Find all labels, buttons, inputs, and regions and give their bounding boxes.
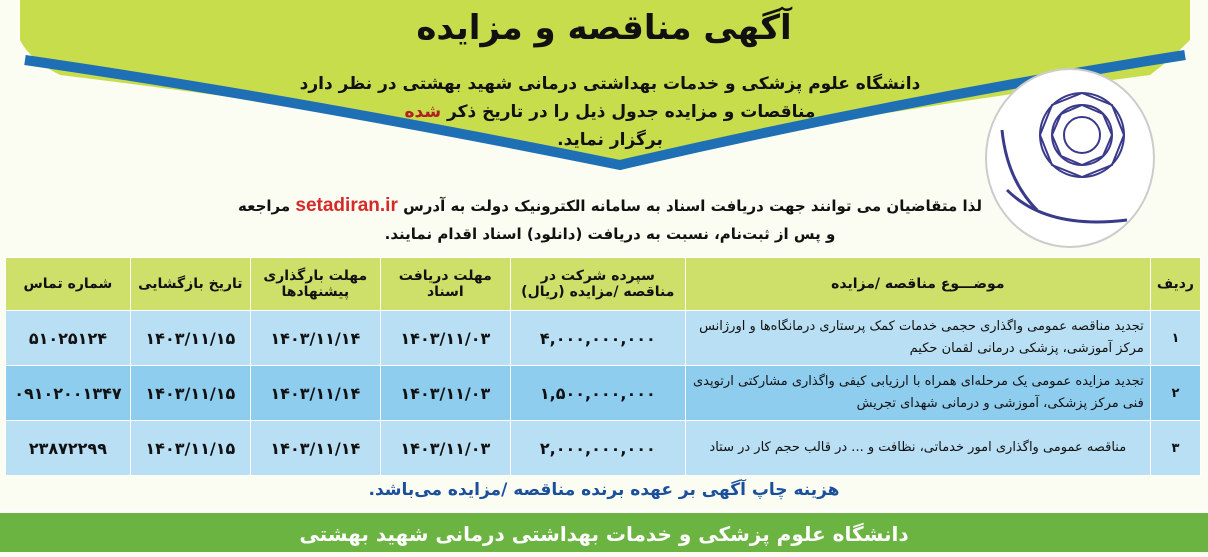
subtitle-text: مناقصات و مزایده جدول ذیل را در تاریخ ذک… [447,102,816,122]
intro-line: لذا متقاضیان می توانند جهت دریافت اسناد … [230,192,990,220]
subject: مناقصه عمومی واگذاری امور خدماتی، نظافت … [684,420,1151,476]
deposit: ۲,۰۰۰,۰۰۰,۰۰۰ [509,420,686,476]
deposit: ۴,۰۰۰,۰۰۰,۰۰۰ [509,310,686,366]
table-row: ۱ تجدید مناقصه عمومی واگذاری حجمی خدمات … [5,310,1202,366]
col-header-subject: موضـــوع مناقصه /مزایده [684,257,1151,311]
flower-emblem-icon [1000,91,1128,224]
intro-text: لذا متقاضیان می توانند جهت دریافت اسناد … [230,192,990,248]
intro-before: لذا متقاضیان می توانند جهت دریافت اسناد … [403,197,982,215]
phone: ۰۹۱۰۲۰۰۱۳۴۷ [5,365,131,421]
col-header-doc-deadline: مهلت دریافت اسناد [379,257,511,311]
intro-after: مراجعه [238,197,291,215]
subtitle-line: دانشگاه علوم پزشکی و خدمات بهداشتی درمان… [299,74,921,94]
col-header-phone: شماره تماس [5,257,131,311]
subtitle: دانشگاه علوم پزشکی و خدمات بهداشتی درمان… [260,70,960,154]
header-banner [20,0,1190,171]
row-no: ۲ [1149,365,1202,421]
opening-date: ۱۴۰۳/۱۱/۱۵ [129,420,251,476]
subtitle-line: مناقصات و مزایده جدول ذیل را در تاریخ ذک… [260,98,960,126]
university-logo [985,68,1155,248]
row-no: ۳ [1149,420,1202,476]
subtitle-highlight: شده [404,102,442,122]
page-title: آگهی مناقصه و مزایده [416,8,792,48]
doc-deadline: ۱۴۰۳/۱۱/۰۳ [379,365,511,421]
table-row: ۳ مناقصه عمومی واگذاری امور خدماتی، نظاف… [5,420,1202,476]
col-header-row-no: ردیف [1149,257,1202,311]
doc-deadline: ۱۴۰۳/۱۱/۰۳ [379,420,511,476]
bid-deadline: ۱۴۰۳/۱۱/۱۴ [249,365,381,421]
phone: ۲۳۸۷۲۲۹۹ [5,420,131,476]
deposit: ۱,۵۰۰,۰۰۰,۰۰۰ [509,365,686,421]
table-row: ۲ تجدید مزایده عمومی یک مرحله‌ای همراه ب… [5,365,1202,421]
col-header-bid-deadline: مهلت بارگذاری پیشنهادها [249,257,381,311]
tender-table: ردیف موضـــوع مناقصه /مزایده سپرده شرکت … [5,257,1202,476]
bid-deadline: ۱۴۰۳/۱۱/۱۴ [249,310,381,366]
opening-date: ۱۴۰۳/۱۱/۱۵ [129,365,251,421]
bid-deadline: ۱۴۰۳/۱۱/۱۴ [249,420,381,476]
col-header-opening: تاریخ بازگشایی [129,257,251,311]
opening-date: ۱۴۰۳/۱۱/۱۵ [129,310,251,366]
row-no: ۱ [1149,310,1202,366]
doc-deadline: ۱۴۰۳/۱۱/۰۳ [379,310,511,366]
phone: ۵۱۰۲۵۱۲۴ [5,310,131,366]
footer-banner: دانشگاه علوم پزشکی و خدمات بهداشتی درمان… [0,510,1208,552]
setadiran-link[interactable]: setadiran.ir [295,195,398,216]
intro-line: و پس از ثبت‌نام، نسبت به دریافت (دانلود)… [384,225,836,243]
subject: تجدید مناقصه عمومی واگذاری حجمی خدمات کم… [684,310,1151,366]
col-header-deposit: سپرده شرکت در مناقصه /مزایده (ریال) [509,257,686,311]
subject: تجدید مزایده عمومی یک مرحله‌ای همراه با … [684,365,1151,421]
cost-note: هزینه چاپ آگهی بر عهده برنده مناقصه /مزا… [368,480,840,500]
subtitle-line: برگزار نماید. [557,130,663,150]
